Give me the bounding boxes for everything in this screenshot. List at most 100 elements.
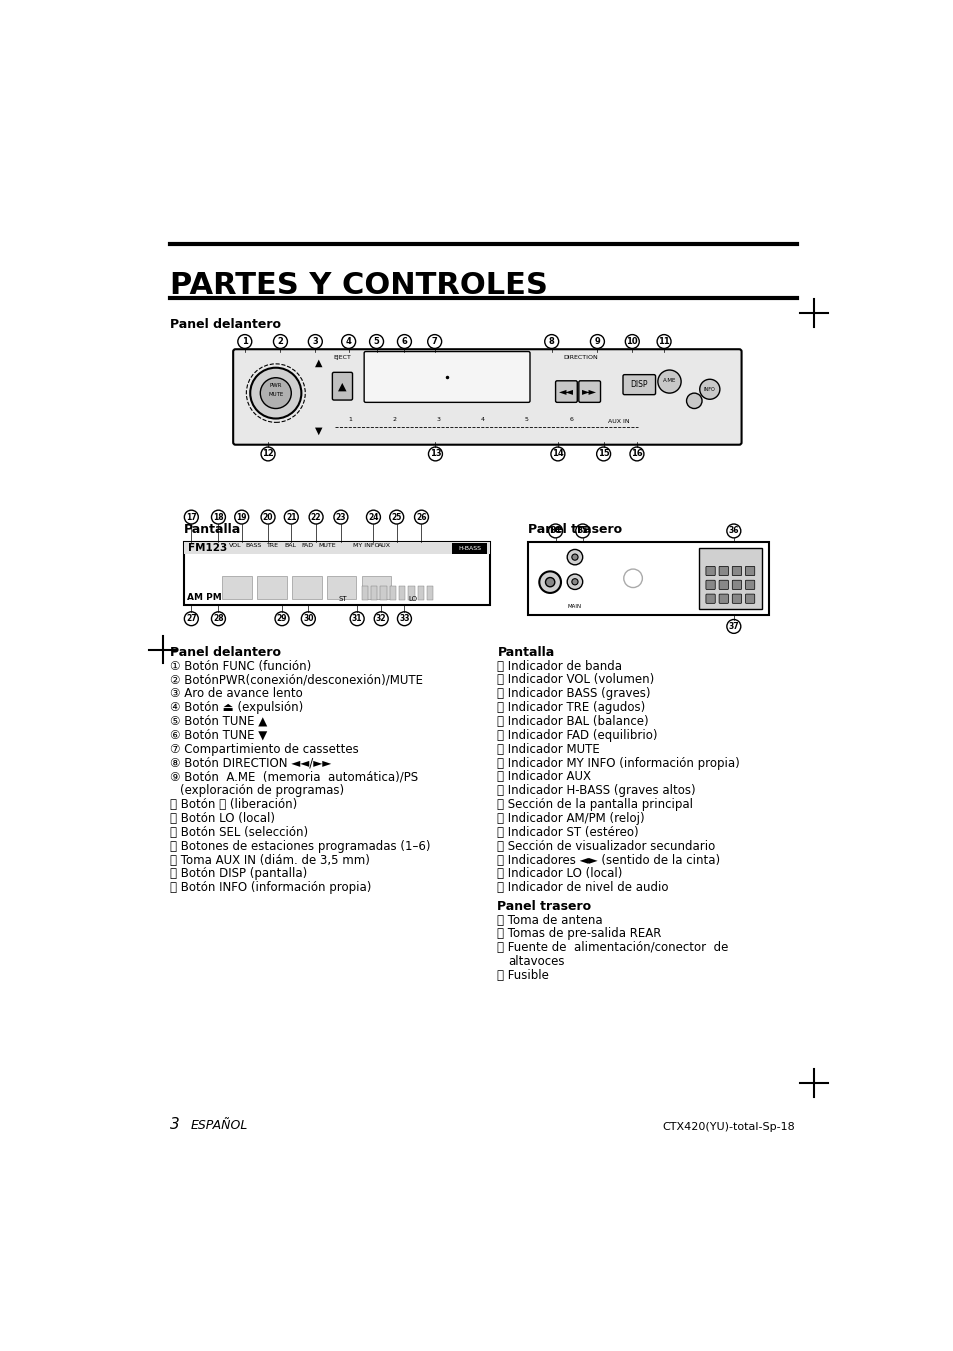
Text: 7: 7: [432, 336, 437, 346]
Text: ▲: ▲: [314, 358, 322, 367]
Text: EJECT: EJECT: [334, 354, 351, 359]
Text: LO: LO: [408, 596, 416, 601]
FancyBboxPatch shape: [408, 586, 415, 600]
FancyBboxPatch shape: [555, 381, 577, 403]
Text: ⑻ Sección de la pantalla principal: ⑻ Sección de la pantalla principal: [497, 798, 693, 811]
Text: INFO: INFO: [703, 386, 715, 392]
Text: ⑺ Indicador H-BASS (graves altos): ⑺ Indicador H-BASS (graves altos): [497, 785, 696, 797]
Circle shape: [341, 335, 355, 349]
Text: ST: ST: [338, 596, 347, 601]
Circle shape: [538, 571, 560, 593]
Circle shape: [567, 574, 582, 589]
Text: 2: 2: [392, 417, 395, 423]
Text: Panel delantero: Panel delantero: [170, 646, 280, 659]
Circle shape: [184, 612, 198, 626]
Text: ⑮ Toma AUX IN (diám. de 3,5 mm): ⑮ Toma AUX IN (diám. de 3,5 mm): [170, 854, 369, 866]
Text: VOL: VOL: [229, 543, 241, 549]
Circle shape: [184, 511, 198, 524]
Text: ⑵ Indicador BAL (balance): ⑵ Indicador BAL (balance): [497, 715, 648, 728]
Text: A.ME: A.ME: [662, 377, 676, 382]
FancyBboxPatch shape: [719, 566, 728, 576]
Circle shape: [550, 447, 564, 461]
FancyBboxPatch shape: [183, 542, 489, 554]
Text: ⑦ Compartimiento de cassettes: ⑦ Compartimiento de cassettes: [170, 743, 358, 755]
Circle shape: [397, 335, 411, 349]
Text: 6: 6: [569, 417, 573, 423]
Text: 13: 13: [429, 450, 441, 458]
Text: ◄◄: ◄◄: [558, 386, 574, 397]
Circle shape: [415, 511, 428, 524]
Circle shape: [624, 335, 639, 349]
Text: ⑴ Indicador TRE (agudos): ⑴ Indicador TRE (agudos): [497, 701, 645, 715]
FancyBboxPatch shape: [371, 586, 377, 600]
Text: ⑥ Botón TUNE ▼: ⑥ Botón TUNE ▼: [170, 728, 267, 742]
Circle shape: [237, 335, 252, 349]
Circle shape: [590, 335, 604, 349]
Text: ESPAÑOL: ESPAÑOL: [191, 1119, 248, 1132]
Text: 14: 14: [552, 450, 563, 458]
Text: Pantalla: Pantalla: [497, 646, 554, 659]
FancyBboxPatch shape: [744, 580, 754, 589]
Text: PARTES Y CONTROLES: PARTES Y CONTROLES: [170, 270, 547, 300]
Text: ⑰ Botón INFO (información propia): ⑰ Botón INFO (información propia): [170, 881, 371, 894]
Text: BAL: BAL: [284, 543, 296, 549]
Text: ►►: ►►: [581, 386, 597, 397]
Circle shape: [575, 524, 589, 538]
Circle shape: [309, 511, 323, 524]
Circle shape: [308, 335, 322, 349]
FancyBboxPatch shape: [732, 580, 740, 589]
FancyBboxPatch shape: [622, 374, 655, 394]
Text: 31: 31: [352, 615, 362, 623]
Text: MAIN: MAIN: [567, 604, 581, 609]
Circle shape: [250, 367, 301, 419]
FancyBboxPatch shape: [364, 351, 530, 403]
Circle shape: [350, 612, 364, 626]
Text: 28: 28: [213, 615, 224, 623]
Text: 23: 23: [335, 512, 346, 521]
Text: ⑶ Indicador FAD (equilibrio): ⑶ Indicador FAD (equilibrio): [497, 728, 658, 742]
Text: ⑬ Botón SEL (selección): ⑬ Botón SEL (selección): [170, 825, 308, 839]
Text: FAD: FAD: [301, 543, 314, 549]
FancyBboxPatch shape: [528, 542, 768, 615]
Text: ⑸ Indicador MY INFO (información propia): ⑸ Indicador MY INFO (información propia): [497, 757, 740, 770]
Circle shape: [397, 612, 411, 626]
Text: ⑹ Indicador AUX: ⑹ Indicador AUX: [497, 770, 591, 784]
Text: ⒁ Indicador de nivel de audio: ⒁ Indicador de nivel de audio: [497, 881, 668, 894]
FancyBboxPatch shape: [719, 594, 728, 604]
Circle shape: [567, 550, 582, 565]
Circle shape: [623, 569, 641, 588]
Text: 32: 32: [375, 615, 386, 623]
Text: ⑭ Botones de estaciones programadas (1–6): ⑭ Botones de estaciones programadas (1–6…: [170, 840, 430, 852]
Circle shape: [366, 511, 380, 524]
Text: 3: 3: [436, 417, 440, 423]
Text: 17: 17: [186, 512, 196, 521]
Text: 11: 11: [658, 336, 669, 346]
Circle shape: [428, 447, 442, 461]
Text: BASS: BASS: [245, 543, 261, 549]
FancyBboxPatch shape: [744, 594, 754, 604]
Circle shape: [726, 620, 740, 634]
FancyBboxPatch shape: [292, 576, 321, 598]
Circle shape: [274, 335, 287, 349]
Text: 4: 4: [480, 417, 484, 423]
Text: ▲: ▲: [338, 381, 346, 392]
Text: DIRECTION: DIRECTION: [562, 354, 598, 359]
Text: ⑪ Botón ⏫ (liberación): ⑪ Botón ⏫ (liberación): [170, 798, 296, 811]
Text: 36: 36: [728, 527, 739, 535]
Text: DISP: DISP: [630, 380, 647, 389]
Text: ② BotónPWR(conexión/desconexión)/MUTE: ② BotónPWR(conexión/desconexión)/MUTE: [170, 673, 422, 686]
Circle shape: [571, 554, 578, 561]
Circle shape: [545, 577, 555, 586]
Text: ⒃ Tomas de pre-salida REAR: ⒃ Tomas de pre-salida REAR: [497, 928, 661, 940]
Text: 19: 19: [236, 512, 247, 521]
Text: 27: 27: [186, 615, 196, 623]
FancyBboxPatch shape: [222, 576, 252, 598]
Circle shape: [374, 612, 388, 626]
Circle shape: [657, 335, 670, 349]
Text: 30: 30: [303, 615, 314, 623]
Text: ⑼ Indicador AM/PM (reloj): ⑼ Indicador AM/PM (reloj): [497, 812, 644, 825]
Circle shape: [369, 335, 383, 349]
Text: ⑨ Botón  A.ME  (memoria  automática)/PS: ⑨ Botón A.ME (memoria automática)/PS: [170, 770, 417, 784]
Text: 37: 37: [728, 621, 739, 631]
Text: 8: 8: [548, 336, 554, 346]
